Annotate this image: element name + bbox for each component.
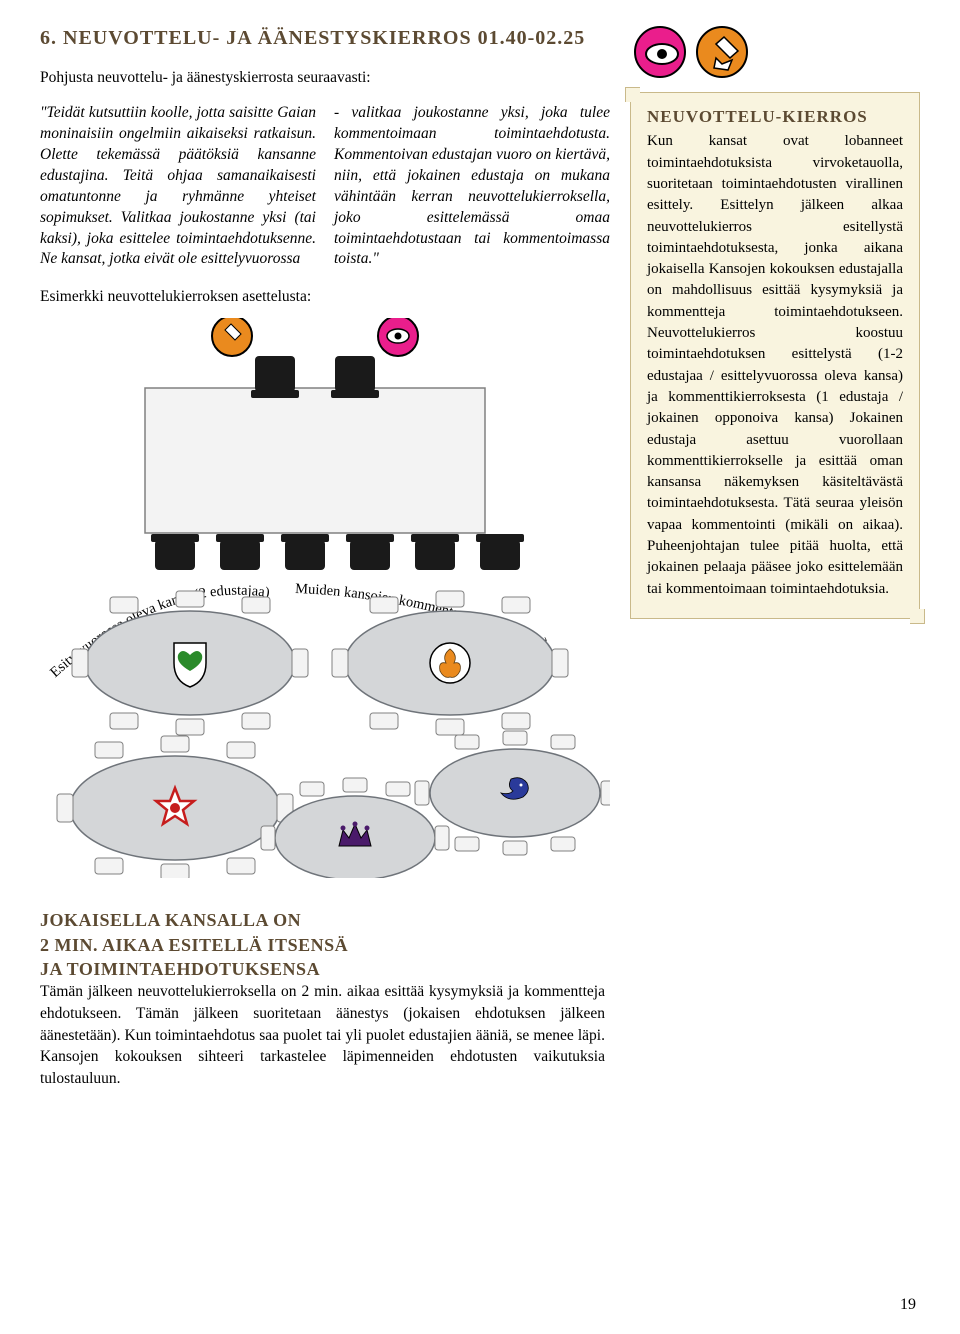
page-number: 19: [900, 1296, 916, 1314]
sidebar-box: NEUVOTTELU-KIERROS Kun kansat ovat loban…: [630, 92, 920, 619]
intro-text: Pohjusta neuvottelu- ja äänestyskierrost…: [40, 69, 610, 87]
eye-icon: [634, 26, 686, 78]
sidebar-title: NEUVOTTELU-KIERROS: [647, 107, 903, 127]
quote-right: - valitkaa joukostanne yksi, joka tulee …: [334, 103, 610, 270]
bottom-body: Tämän jälkeen neuvottelukierroksella on …: [40, 981, 605, 1089]
quote-left: "Teidät kutsuttiin koolle, jotta saisitt…: [40, 103, 316, 270]
hand-icon: [696, 26, 748, 78]
diagram-title: Esimerkki neuvottelukierroksen asettelus…: [40, 288, 610, 306]
section-heading: 6. NEUVOTTELU- JA ÄÄNESTYSKIERROS 01.40-…: [40, 26, 610, 51]
bottom-heading: JOKAISELLA KANSALLA ON 2 MIN. AIKAA ESIT…: [40, 908, 605, 981]
diagram-illustration: Esitysvuorossa oleva kansa (2 edustajaa)…: [40, 318, 610, 878]
sidebar-body: Kun kansat ovat lobanneet toimintaehdotu…: [647, 133, 903, 596]
